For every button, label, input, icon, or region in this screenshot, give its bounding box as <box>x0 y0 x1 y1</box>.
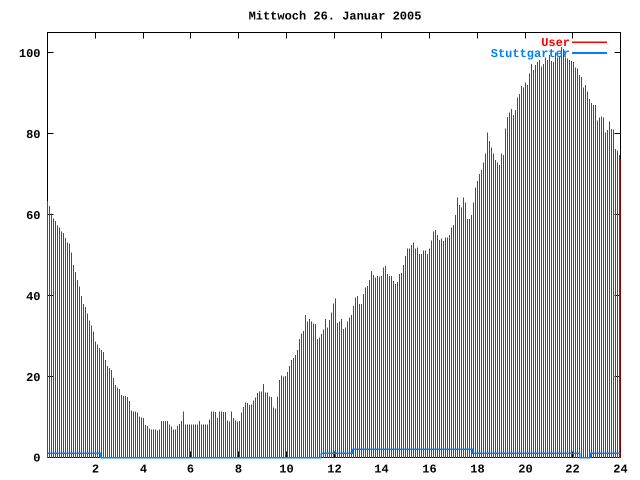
svg-text:60: 60 <box>26 209 40 223</box>
svg-text:20: 20 <box>518 462 532 476</box>
svg-text:4: 4 <box>140 462 147 476</box>
svg-text:22: 22 <box>565 462 579 476</box>
svg-text:Stuttgarter: Stuttgarter <box>491 47 570 61</box>
svg-text:8: 8 <box>235 462 242 476</box>
svg-text:20: 20 <box>26 371 40 385</box>
svg-text:2: 2 <box>92 462 99 476</box>
svg-text:Mittwoch 26. Januar 2005: Mittwoch 26. Januar 2005 <box>249 10 422 24</box>
svg-text:User: User <box>541 36 570 50</box>
svg-text:18: 18 <box>470 462 484 476</box>
svg-text:14: 14 <box>374 462 388 476</box>
svg-text:100: 100 <box>19 47 41 61</box>
svg-text:0: 0 <box>33 451 40 465</box>
svg-text:24: 24 <box>613 462 627 476</box>
svg-text:16: 16 <box>422 462 436 476</box>
svg-text:40: 40 <box>26 290 40 304</box>
svg-text:6: 6 <box>187 462 194 476</box>
svg-text:12: 12 <box>327 462 341 476</box>
svg-text:10: 10 <box>279 462 293 476</box>
svg-text:80: 80 <box>26 128 40 142</box>
